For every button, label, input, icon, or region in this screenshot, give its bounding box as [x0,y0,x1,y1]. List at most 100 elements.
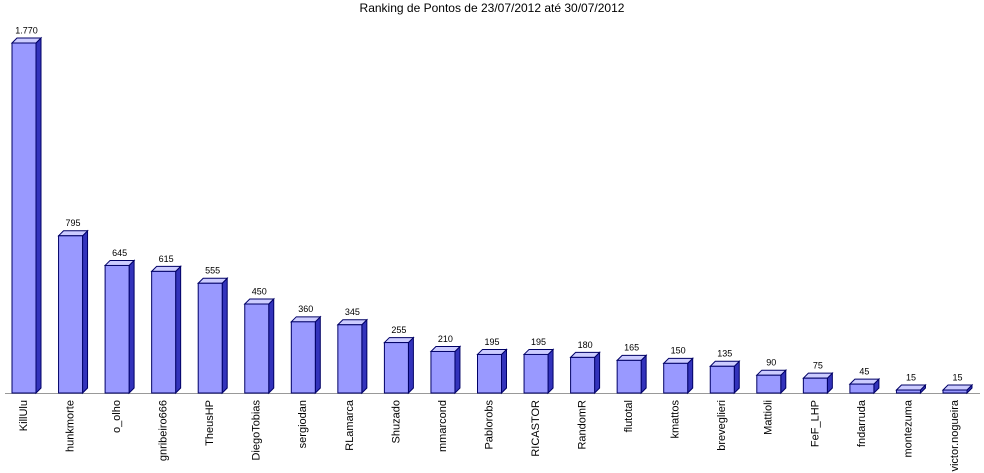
bar-top [569,351,601,358]
bar [243,297,275,395]
bar-front [616,359,642,394]
value-label: 195 [531,337,546,347]
bar-side [454,345,461,395]
bar [895,383,927,395]
value-label: 210 [438,334,453,344]
bar-side [594,351,601,395]
bar-front [430,350,456,394]
bar-side [268,297,275,395]
x-tick-label: KillUlu [18,400,30,431]
bar [196,277,229,395]
bar-top [941,384,974,391]
bar [662,357,694,395]
x-tick-label: hunkmorte [64,400,76,452]
bar-side [35,36,42,395]
bar-front [244,303,270,394]
bar-front [895,389,921,394]
value-label: 15 [906,372,916,382]
x-tick-label: o_olho [111,400,123,433]
bar-side [82,229,89,395]
bar-top [615,354,648,361]
value-label: 645 [112,248,127,258]
bar-front [337,324,363,394]
bar-top [522,348,555,355]
bar-front [104,264,130,394]
bar-side [501,348,507,395]
bar-top [848,378,881,385]
bar-front [11,42,37,394]
bar-front [756,374,782,394]
bar-top [196,277,229,284]
x-tick-label: montezuma [902,399,914,457]
x-tick-label: flutotal [623,400,635,432]
bar-top [336,319,369,326]
bar-front [290,321,316,394]
bar-front [570,356,596,394]
x-tick-label: Mattioli [763,400,775,435]
value-label: 555 [205,266,220,276]
bar-top [57,230,89,237]
bar-top [429,345,462,352]
value-label: 90 [766,358,776,368]
bar [429,345,462,395]
bar [476,348,508,395]
bar-side [361,318,368,395]
bar-side [547,348,554,395]
bar-front [663,362,689,394]
bar [57,229,89,395]
bar-front [523,353,549,394]
x-tick-label: kmattos [670,400,682,439]
bar [755,368,788,395]
value-label: 345 [345,307,360,317]
value-label: 75 [813,361,823,371]
bar [103,259,136,395]
x-tick-label: RICASTOR [530,400,542,457]
bar [150,265,182,395]
bar-top [476,348,508,355]
x-tick-label: breveglieri [716,400,728,451]
bar [615,354,648,395]
bar-top [662,357,694,364]
bar-front [802,377,828,394]
bar-front [151,270,177,394]
bar-top [290,316,322,323]
bar-top [709,360,741,367]
x-tick-label: Pablorobs [483,400,495,450]
bar-side [314,315,321,395]
x-tick-label: TheusHP [204,400,216,446]
bar-top [383,337,415,344]
bar [802,371,834,395]
x-tick-label: fndarruda [856,399,868,447]
x-tick-label: mmarcond [437,400,449,452]
x-tick-label: sergiodan [297,400,309,448]
x-tick-label: RLamarca [344,399,356,451]
bar [336,318,369,395]
bar [522,348,555,395]
bar-front [197,282,223,394]
bar [709,360,741,395]
bar-front [58,235,84,394]
value-label: 15 [952,372,962,382]
value-label: 255 [391,325,406,335]
bar-side [128,259,135,395]
value-label: 450 [252,286,267,296]
bar [10,36,43,395]
value-label: 45 [859,366,869,376]
value-label: 135 [717,349,732,359]
bar [383,336,415,395]
x-tick-label: victor.nogueira [949,399,961,471]
value-label: 795 [66,218,81,228]
x-tick-label: gnribeiro666 [158,400,170,461]
bar-front [383,342,409,394]
bar-top [895,384,927,391]
bar-top [103,259,136,266]
bar-top [10,37,43,44]
bar-side [221,277,228,395]
bar-top [802,372,834,379]
value-label: 615 [159,254,174,264]
bar [941,383,974,395]
x-tick-label: RandomR [577,400,589,450]
x-tick-label: Shuzado [390,400,402,443]
bar [569,351,601,395]
